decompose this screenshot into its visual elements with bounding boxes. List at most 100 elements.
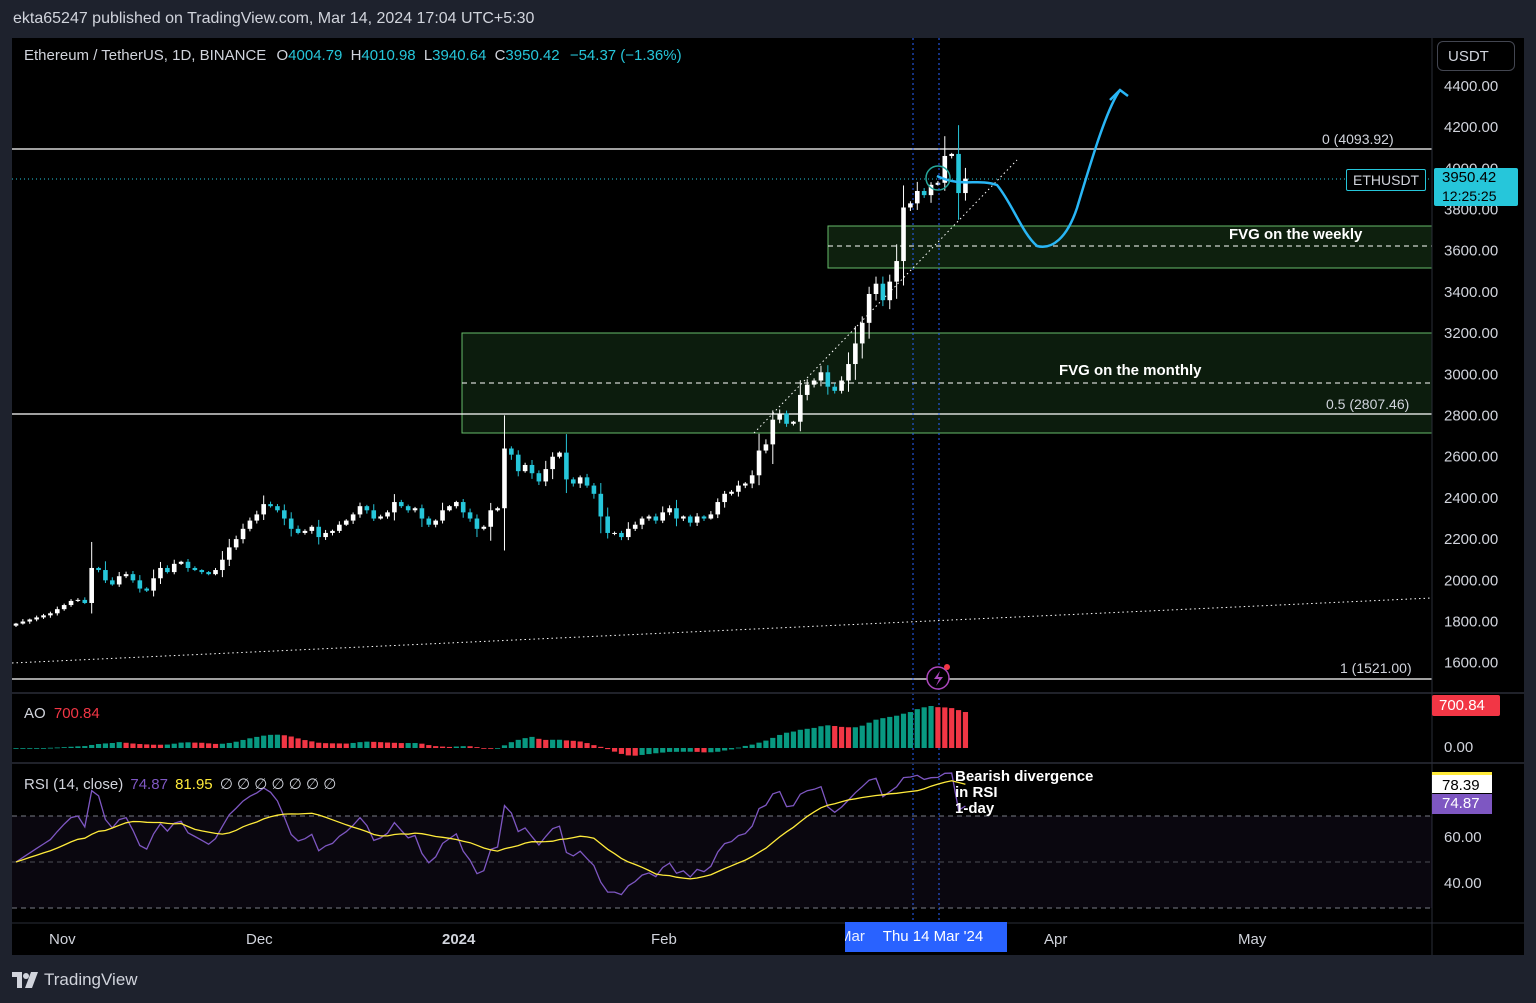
candle-body[interactable] [866, 294, 872, 323]
candle-body[interactable] [550, 456, 555, 470]
candle-body[interactable] [557, 452, 562, 457]
candle-body[interactable] [722, 493, 727, 503]
candle-body[interactable] [392, 502, 397, 513]
tradingview-brand[interactable]: TradingView [12, 970, 138, 990]
candle-body[interactable] [853, 343, 858, 365]
candle-body[interactable] [694, 516, 700, 523]
candle-body[interactable] [447, 506, 452, 511]
candle-body[interactable] [185, 561, 191, 568]
candle-body[interactable] [942, 155, 948, 183]
candle-body[interactable] [371, 510, 377, 519]
candle-body[interactable] [158, 567, 163, 579]
candle-body[interactable] [137, 580, 143, 589]
candle-body[interactable] [495, 508, 500, 511]
candle-body[interactable] [756, 450, 762, 476]
candle-body[interactable] [220, 559, 225, 571]
candle-body[interactable] [426, 518, 432, 525]
candle-body[interactable] [405, 506, 411, 511]
candle-body[interactable] [502, 448, 507, 509]
candle-body[interactable] [763, 444, 769, 451]
candle-body[interactable] [302, 530, 308, 533]
candle-body[interactable] [715, 502, 721, 515]
candle-body[interactable] [908, 203, 913, 208]
candle-body[interactable] [488, 510, 494, 527]
candle-body[interactable] [515, 454, 521, 472]
candle-body[interactable] [894, 261, 899, 282]
candle-body[interactable] [254, 514, 260, 521]
candle-body[interactable] [839, 380, 844, 391]
candle-body[interactable] [674, 508, 679, 519]
candle-body[interactable] [213, 570, 218, 575]
candle-body[interactable] [206, 572, 211, 575]
candle-body[interactable] [577, 477, 583, 484]
candle-body[interactable] [419, 508, 425, 519]
candle-body[interactable] [687, 516, 693, 523]
candle-body[interactable] [543, 469, 549, 482]
candle-body[interactable] [901, 207, 906, 262]
candle-body[interactable] [798, 394, 803, 422]
candle-body[interactable] [742, 483, 748, 486]
projection-path[interactable] [936, 89, 1122, 248]
candle-body[interactable] [935, 182, 941, 185]
candle-body[interactable] [832, 386, 838, 391]
candle-body[interactable] [144, 588, 150, 591]
candle-body[interactable] [48, 613, 53, 616]
candle-body[interactable] [75, 599, 81, 601]
candle-body[interactable] [522, 464, 528, 472]
candle-body[interactable] [13, 623, 19, 626]
symbol-label[interactable]: Ethereum / TetherUS, 1D, BINANCE [24, 47, 267, 64]
candle-body[interactable] [151, 578, 156, 591]
candle-body[interactable] [963, 178, 968, 194]
candle-body[interactable] [309, 526, 315, 531]
chart-area[interactable]: 1600.00 1800.00 2000.00 2200.00 2400.00 2600.… [12, 38, 1524, 955]
candle-body[interactable] [82, 599, 88, 603]
candle-body[interactable] [433, 520, 438, 525]
candle-body[interactable] [598, 493, 604, 517]
candle-body[interactable] [337, 524, 342, 531]
candle-body[interactable] [653, 516, 659, 521]
candle-body[interactable] [708, 514, 714, 519]
candle-body[interactable] [123, 574, 129, 577]
ao-label[interactable]: AO [24, 705, 46, 722]
candle-body[interactable] [343, 520, 349, 525]
candle-body[interactable] [509, 448, 514, 455]
candle-body[interactable] [921, 191, 927, 196]
candle-body[interactable] [736, 485, 741, 492]
candle-body[interactable] [612, 532, 617, 534]
candle-body[interactable] [949, 153, 954, 156]
candle-body[interactable] [729, 491, 734, 494]
candle-body[interactable] [460, 502, 466, 513]
candle-body[interactable] [880, 283, 886, 301]
candle-body[interactable] [529, 464, 535, 474]
candle-body[interactable] [261, 504, 266, 515]
candle-body[interactable] [667, 508, 672, 513]
candle-body[interactable] [770, 419, 776, 445]
candle-body[interactable] [777, 413, 782, 420]
candle-body[interactable] [330, 530, 335, 533]
candle-body[interactable] [791, 421, 796, 424]
candle-body[interactable] [804, 384, 810, 395]
long-trendline[interactable] [12, 597, 1433, 664]
currency-button[interactable]: USDT [1437, 41, 1515, 71]
candle-body[interactable] [914, 191, 920, 204]
candle-body[interactable] [268, 504, 273, 507]
candle-body[interactable] [61, 605, 67, 610]
candle-body[interactable] [639, 518, 645, 525]
candle-body[interactable] [282, 510, 287, 519]
candle-body[interactable] [440, 510, 445, 521]
candle-body[interactable] [364, 506, 370, 511]
candle-body[interactable] [288, 518, 294, 529]
candle-body[interactable] [846, 364, 851, 381]
candle-body[interactable] [233, 539, 239, 548]
candle-body[interactable] [784, 413, 789, 424]
candle-body[interactable] [818, 372, 824, 381]
candle-body[interactable] [350, 514, 356, 521]
candle-body[interactable] [316, 526, 322, 538]
rsi-ma-line[interactable] [15, 780, 966, 880]
candle-body[interactable] [20, 621, 26, 624]
candle-body[interactable] [811, 380, 817, 385]
alert-icon[interactable] [926, 664, 950, 690]
candle-body[interactable] [398, 502, 404, 507]
candle-body[interactable] [619, 532, 624, 538]
candle-body[interactable] [481, 526, 487, 529]
